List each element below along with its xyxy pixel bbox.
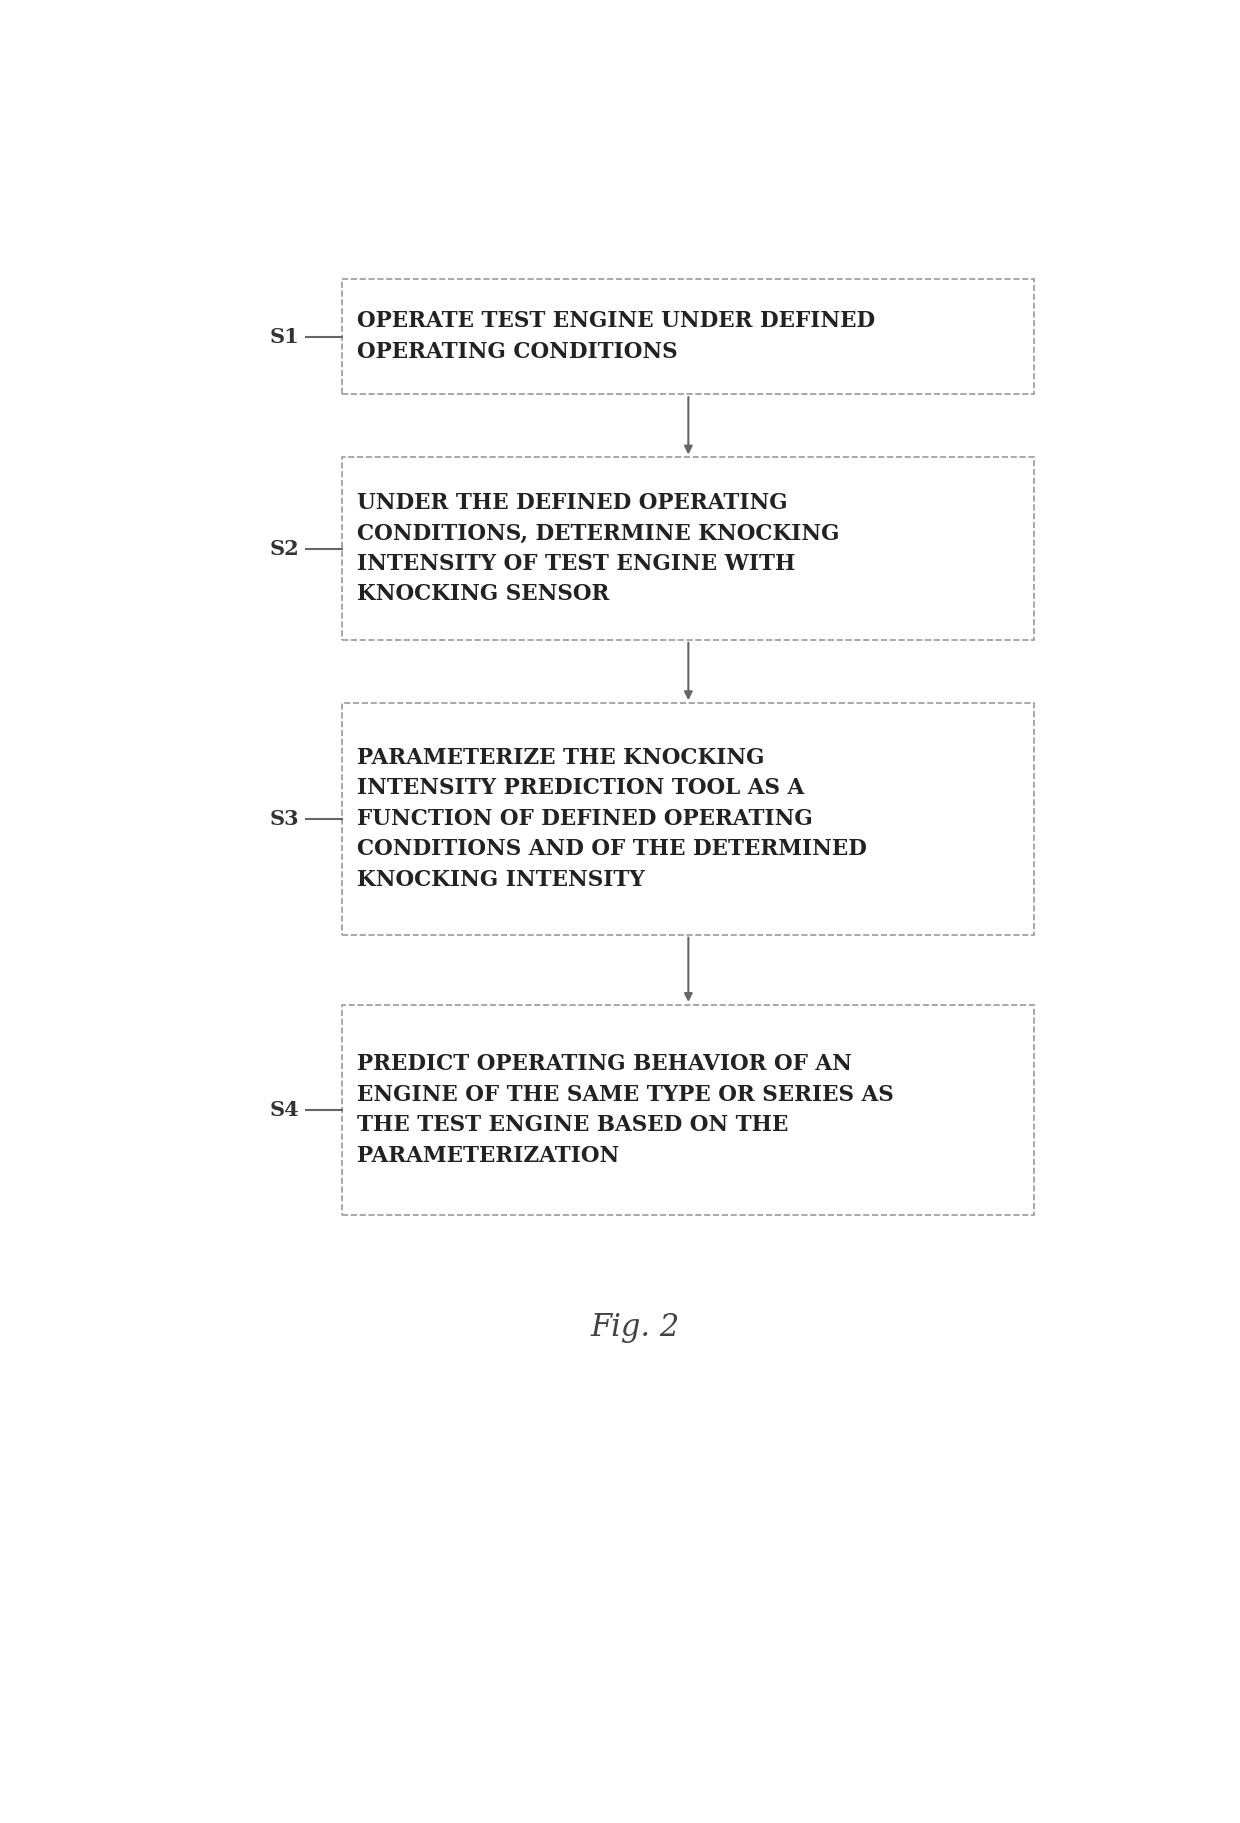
- Bar: [342, 704, 1034, 935]
- Bar: [342, 279, 1034, 394]
- Bar: [342, 458, 1034, 640]
- Text: UNDER THE DEFINED OPERATING
CONDITIONS, DETERMINE KNOCKING
INTENSITY OF TEST ENG: UNDER THE DEFINED OPERATING CONDITIONS, …: [357, 492, 839, 605]
- Bar: [342, 1004, 1034, 1216]
- Text: S3: S3: [270, 809, 300, 829]
- Text: S1: S1: [270, 326, 300, 346]
- Text: S2: S2: [270, 538, 300, 558]
- Text: Fig. 2: Fig. 2: [591, 1313, 680, 1344]
- Text: PREDICT OPERATING BEHAVIOR OF AN
ENGINE OF THE SAME TYPE OR SERIES AS
THE TEST E: PREDICT OPERATING BEHAVIOR OF AN ENGINE …: [357, 1054, 894, 1167]
- Text: PARAMETERIZE THE KNOCKING
INTENSITY PREDICTION TOOL AS A
FUNCTION OF DEFINED OPE: PARAMETERIZE THE KNOCKING INTENSITY PRED…: [357, 747, 867, 891]
- Text: OPERATE TEST ENGINE UNDER DEFINED
OPERATING CONDITIONS: OPERATE TEST ENGINE UNDER DEFINED OPERAT…: [357, 310, 875, 363]
- Text: S4: S4: [270, 1099, 300, 1119]
